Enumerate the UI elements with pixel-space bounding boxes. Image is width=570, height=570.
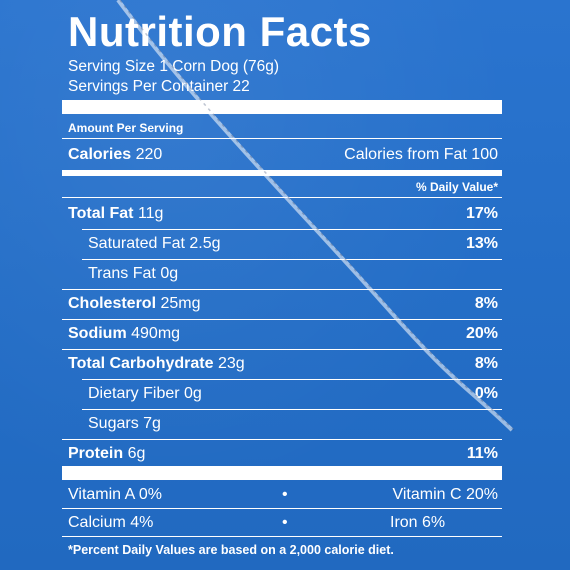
nutrient-amount: 2.5g (189, 235, 221, 252)
nutrient-dv: 20% (465, 325, 498, 342)
divider (82, 229, 502, 230)
thick-divider (62, 100, 502, 114)
nutrient-dv: 13% (465, 235, 498, 252)
nutrient-dv: 8% (474, 295, 498, 312)
daily-value-header: % Daily Value* (415, 180, 498, 194)
calories-label: Calories (68, 146, 132, 163)
nutrient-name: Sodium (68, 325, 127, 342)
servings-per-container: Servings Per Container 22 (68, 78, 250, 95)
nutrient-name: Total Carbohydrate (68, 355, 214, 372)
bullet: • (282, 486, 288, 503)
divider (62, 319, 502, 320)
divider (82, 259, 502, 260)
nutrient-row-sugars: Sugars 7g (88, 415, 161, 433)
nutrient-amount: 25mg (160, 295, 201, 312)
divider (62, 349, 502, 350)
divider (82, 379, 502, 380)
divider (62, 289, 502, 290)
nutrient-name: Protein (68, 445, 124, 462)
nutrient-amount: 7g (143, 415, 161, 432)
nutrient-amount: 0g (160, 265, 179, 282)
nutrient-row-dietary-fiber: Dietary Fiber 0g (88, 385, 202, 403)
label-title: Nutrition Facts (68, 8, 372, 55)
nutrient-amount: 6g (127, 445, 146, 462)
nutrient-name: Dietary Fiber (88, 385, 180, 402)
divider (62, 508, 502, 509)
iron: Iron 6% (390, 514, 446, 531)
nutrient-row-protein: Protein 6g (68, 445, 145, 463)
nutrient-row-total-fat: Total Fat 11g (68, 205, 163, 223)
divider (62, 197, 502, 198)
nutrient-dv: 8% (474, 355, 498, 372)
nutrient-amount: 0g (184, 385, 202, 402)
vitamin-a: Vitamin A 0% (68, 486, 162, 503)
divider (82, 409, 502, 410)
calories-from-fat: Calories from Fat 100 (344, 146, 498, 163)
vitamin-c: Vitamin C 20% (392, 486, 498, 503)
calcium: Calcium 4% (68, 514, 154, 531)
calories-row: Calories 220 (68, 146, 162, 164)
nutrient-name: Total Fat (68, 205, 134, 222)
medium-divider (62, 170, 502, 176)
nutrient-amount: 490mg (131, 325, 181, 342)
nutrient-row-sodium: Sodium 490mg (68, 325, 180, 343)
nutrient-name: Cholesterol (68, 295, 157, 312)
nutrient-amount: 23g (217, 355, 245, 372)
thick-divider (62, 466, 502, 480)
amount-per-serving: Amount Per Serving (68, 121, 184, 135)
nutrient-name: Trans Fat (88, 265, 156, 282)
nutrient-row-total-carbohydrate: Total Carbohydrate 23g (68, 355, 245, 373)
bullet: • (282, 514, 288, 531)
divider (62, 138, 502, 139)
nutrient-dv: 17% (465, 205, 498, 222)
nutrient-dv: 11% (466, 445, 498, 462)
serving-size: Serving Size 1 Corn Dog (76g) (68, 58, 280, 75)
footnote: *Percent Daily Values are based on a 2,0… (68, 543, 394, 557)
nutrition-facts-panel: Nutrition Facts Serving Size 1 Corn Dog … (62, 0, 502, 570)
nutrient-amount: 11g (137, 205, 164, 222)
nutrient-dv: 0% (474, 385, 498, 402)
nutrient-row-saturated-fat: Saturated Fat 2.5g (88, 235, 221, 253)
divider (62, 536, 502, 537)
calories-value: 220 (135, 146, 163, 163)
divider (62, 439, 502, 440)
nutrient-row-cholesterol: Cholesterol 25mg (68, 295, 201, 313)
nutrient-row-trans-fat: Trans Fat 0g (88, 265, 178, 283)
nutrient-name: Saturated Fat (88, 235, 185, 252)
nutrient-name: Sugars (88, 415, 139, 432)
